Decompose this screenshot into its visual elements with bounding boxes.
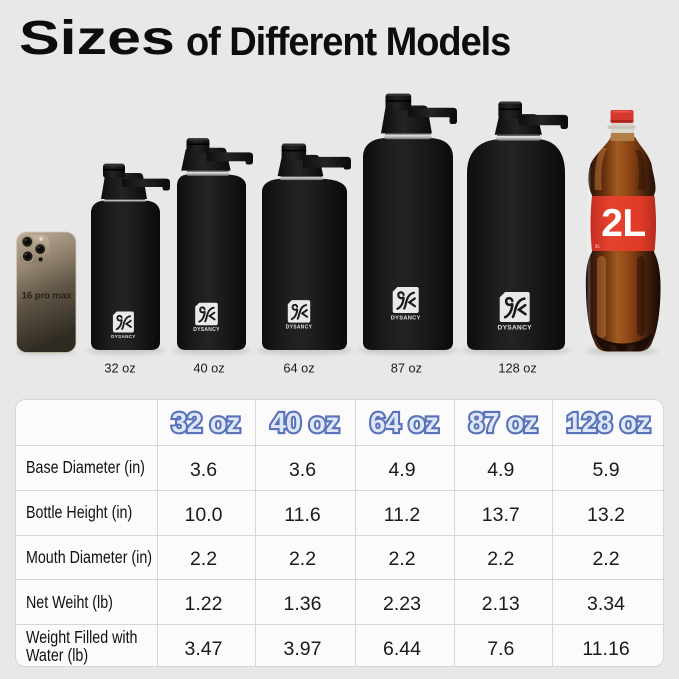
- svg-text:64 oz: 64 oz: [283, 360, 314, 375]
- svg-text:40 oz: 40 oz: [193, 360, 224, 375]
- svg-text:DYSANCY: DYSANCY: [286, 324, 313, 330]
- svg-text:32 oz: 32 oz: [104, 360, 135, 375]
- svg-text:2L: 2L: [601, 202, 646, 245]
- svg-text:87 oz: 87 oz: [391, 360, 422, 375]
- svg-text:2L: 2L: [595, 244, 600, 249]
- svg-text:DYSANCY: DYSANCY: [193, 327, 220, 333]
- svg-text:DYSANCY: DYSANCY: [111, 334, 136, 339]
- svg-text:16 pro max: 16 pro max: [22, 291, 72, 302]
- svg-text:DYSANCY: DYSANCY: [391, 316, 421, 322]
- svg-text:128 oz: 128 oz: [498, 360, 536, 375]
- svg-text:DYSANCY: DYSANCY: [498, 324, 533, 331]
